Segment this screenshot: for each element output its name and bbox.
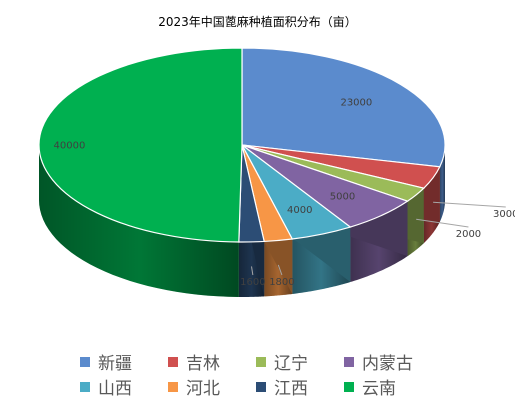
legend-label: 内蒙古	[362, 354, 413, 374]
data-label-江西: 1600	[240, 277, 265, 288]
legend-item-吉林: 吉林	[168, 349, 256, 374]
leader-line-河北	[277, 264, 283, 276]
data-label-新疆: 23000	[340, 98, 372, 109]
leader-lines	[251, 201, 506, 276]
data-label-吉林: 3000	[493, 209, 515, 220]
legend-swatch	[168, 381, 178, 392]
legend-label: 新疆	[98, 354, 132, 374]
legend-label: 云南	[362, 379, 396, 399]
legend-label: 江西	[274, 379, 308, 399]
legend-item-新疆: 新疆	[80, 349, 168, 374]
legend-label: 辽宁	[274, 354, 308, 374]
leader-line-江西	[251, 266, 254, 276]
legend-item-山西: 山西	[80, 374, 168, 399]
data-label-河北: 1800	[269, 277, 294, 288]
legend-item-辽宁: 辽宁	[256, 349, 344, 374]
legend-item-江西: 江西	[256, 374, 344, 399]
legend: 新疆 吉林 辽宁 内蒙古山西 河北 江西 云南	[80, 349, 440, 399]
legend-swatch	[80, 356, 90, 367]
legend-swatch	[344, 381, 354, 392]
legend-item-内蒙古: 内蒙古	[344, 349, 432, 374]
legend-item-河北: 河北	[168, 374, 256, 399]
legend-swatch	[80, 381, 90, 392]
pie-chart: 23000 3000 2000 5000 4000 1800 1600 40000	[38, 47, 515, 297]
data-label-云南: 40000	[54, 140, 86, 151]
legend-label: 河北	[186, 379, 220, 399]
leader-line-辽宁	[416, 218, 469, 228]
pie-side-shade-云南	[39, 145, 239, 297]
legend-swatch	[344, 356, 354, 367]
legend-label: 吉林	[186, 354, 220, 374]
legend-label: 山西	[98, 379, 132, 399]
legend-swatch	[256, 356, 266, 367]
legend-item-云南: 云南	[344, 374, 432, 399]
leader-line-吉林	[433, 201, 506, 208]
legend-swatch	[256, 381, 266, 392]
legend-swatch	[168, 356, 178, 367]
pie-slice-云南	[38, 47, 243, 243]
chart-title: 2023年中国蓖麻种植面积分布（亩）	[158, 15, 357, 29]
pie-slice-新疆	[241, 47, 446, 168]
data-label-内蒙古: 5000	[330, 192, 355, 203]
pie-top-slices	[38, 47, 446, 243]
data-label-辽宁: 2000	[456, 229, 481, 240]
legend-row: 新疆 吉林 辽宁 内蒙古	[80, 349, 440, 374]
data-label-山西: 4000	[287, 205, 312, 216]
data-labels: 23000 3000 2000 5000 4000 1800 1600 40000	[54, 98, 515, 288]
legend-row: 山西 河北 江西 云南	[80, 374, 440, 399]
